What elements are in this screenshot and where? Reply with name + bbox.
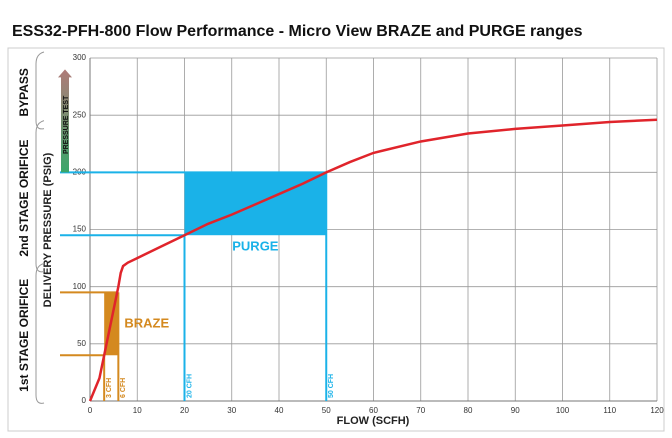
flow-curve bbox=[88, 118, 658, 402]
range-x-label: 6 CFH bbox=[120, 378, 127, 398]
zone-bracket bbox=[35, 263, 45, 404]
pressure-test-label: PRESSURE TEST bbox=[63, 95, 70, 154]
x-tick-label: 10 bbox=[133, 406, 142, 415]
frame bbox=[7, 47, 665, 432]
x-tick-label: 80 bbox=[464, 406, 473, 415]
x-tick-label: 20 bbox=[180, 406, 189, 415]
x-tick-label: 120 bbox=[650, 406, 664, 415]
x-tick-label: 30 bbox=[227, 406, 236, 415]
range-label: PURGE bbox=[232, 239, 279, 254]
y-tick-label: 300 bbox=[73, 53, 87, 62]
y-tick-label: 50 bbox=[77, 339, 86, 348]
chart-title: ESS32-PFH-800 Flow Performance - Micro V… bbox=[12, 23, 583, 40]
x-tick-label: 50 bbox=[322, 406, 331, 415]
range-x-label: 20 CFH bbox=[186, 374, 193, 398]
pressure-test-arrow bbox=[58, 69, 72, 173]
x-tick-label: 60 bbox=[369, 406, 378, 415]
zone-label: BYPASS bbox=[17, 68, 31, 116]
range-x-label: 50 CFH bbox=[328, 374, 335, 398]
zone-label: 1st STAGE ORIFICE bbox=[17, 279, 31, 392]
range-label: BRAZE bbox=[124, 315, 169, 330]
x-tick-label: 110 bbox=[603, 406, 616, 415]
y-tick-label: 0 bbox=[82, 396, 87, 405]
range-x-label: 3 CFH bbox=[106, 378, 113, 398]
x-tick-label: 100 bbox=[556, 406, 570, 415]
y-tick-label: 250 bbox=[73, 110, 87, 119]
x-tick-label: 90 bbox=[511, 406, 520, 415]
x-tick-label: 40 bbox=[275, 406, 284, 415]
zone-bracket bbox=[35, 120, 45, 273]
x-tick-label: 70 bbox=[416, 406, 425, 415]
y-tick-label: 150 bbox=[73, 225, 87, 234]
y-axis-label: DELIVERY PRESSURE (PSIG) bbox=[42, 152, 54, 307]
x-axis-label: FLOW (SCFH) bbox=[337, 415, 410, 427]
y-tick-label: 100 bbox=[73, 282, 87, 291]
zone-label: 2nd STAGE ORIFICE bbox=[17, 139, 31, 256]
x-tick-label: 0 bbox=[88, 406, 93, 415]
zone-bracket bbox=[35, 51, 45, 130]
